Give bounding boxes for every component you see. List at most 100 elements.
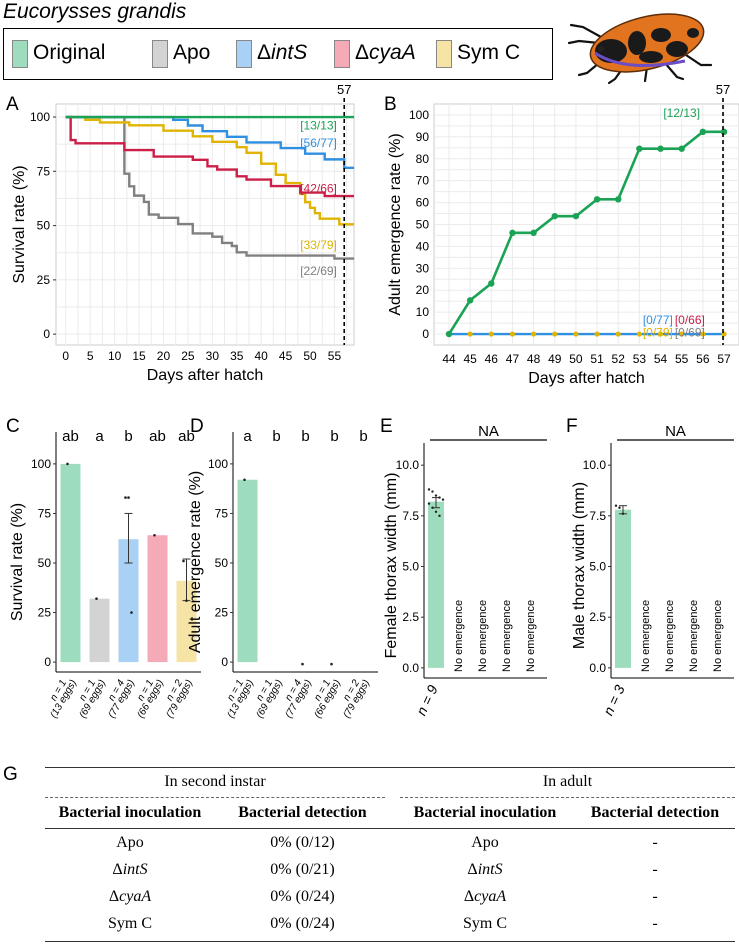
- data-point-original: [636, 145, 643, 152]
- table-header-inoculation-left: Bacterial inoculation: [58, 804, 202, 821]
- y-tick-label: 25: [38, 606, 52, 620]
- y-tick-label: 2.5: [589, 610, 606, 624]
- y-tick-label: 70: [416, 174, 430, 188]
- data-dot: [185, 599, 188, 602]
- series-label: [22/69]: [300, 264, 337, 278]
- series-label: [42/66]: [300, 182, 337, 196]
- y-tick-label: 0: [44, 655, 51, 669]
- data-dot: [614, 504, 618, 507]
- legend-label-original: Original: [33, 41, 106, 64]
- bar-cyaa: [147, 535, 168, 663]
- legend-label-cyaa: ΔcyaA: [355, 41, 416, 65]
- x-tick-label: 55: [675, 352, 689, 366]
- y-tick-label: 40: [416, 239, 430, 253]
- y-axis-label: Survival rate (%): [11, 165, 28, 283]
- x-axis-label: Days after hatch: [147, 367, 264, 384]
- y-tick-label: 0: [221, 655, 228, 669]
- data-point-original: [699, 128, 707, 136]
- table-header-detection-left: Bacterial detection: [238, 804, 367, 821]
- no-emergence-label: No emergence: [712, 600, 724, 672]
- data-dot: [127, 496, 130, 499]
- data-point-original: [657, 145, 664, 152]
- data-point-original: [615, 196, 622, 203]
- y-tick-label: 75: [37, 164, 51, 178]
- bar-apo: [89, 598, 110, 663]
- x-tick-label: 55: [328, 349, 342, 363]
- y-tick-label: 7.5: [402, 509, 419, 523]
- no-emergence-label: No emergence: [501, 600, 513, 672]
- series-line-original: [447, 130, 724, 335]
- y-tick-label: 10.0: [396, 458, 420, 472]
- strain-name: cyaA: [474, 888, 507, 905]
- series-label: [13/13]: [300, 119, 337, 133]
- panel-letter-f: F: [566, 416, 578, 437]
- y-tick-label: 0: [43, 327, 50, 341]
- y-tick-label: 50: [38, 556, 52, 570]
- data-dot: [95, 597, 98, 600]
- vline-label: 57: [337, 82, 351, 97]
- legend: Original Apo ΔintS ΔcyaA Sym C: [3, 28, 553, 80]
- y-tick-label: 60: [416, 196, 430, 210]
- y-axis-label: Male thorax width (mm): [571, 482, 588, 649]
- no-emergence-label: No emergence: [477, 600, 489, 672]
- significance-letter: b: [359, 428, 367, 445]
- bar-ints: [118, 539, 139, 663]
- table-row-inoculation: Sym C: [107, 915, 152, 932]
- x-tick-label: 40: [255, 349, 269, 363]
- x-tick-label: 30: [206, 349, 220, 363]
- legend-swatch-ints: [236, 40, 252, 68]
- data-dot: [434, 494, 438, 497]
- table-row-inoculation-adult: Sym C: [462, 915, 507, 932]
- x-tick-label: 5: [87, 349, 94, 363]
- zero-label: [0/66]: [675, 313, 705, 327]
- data-point-zero: [594, 331, 600, 337]
- x-tick-label: 46: [485, 352, 499, 366]
- data-point-zero: [721, 331, 727, 337]
- series-label: [12/13]: [663, 106, 700, 120]
- x-tick-label: 50: [303, 349, 317, 363]
- significance-letter: b: [330, 428, 338, 445]
- significance-letter: a: [243, 428, 252, 445]
- no-emergence-label: No emergence: [688, 600, 700, 672]
- data-point-original: [678, 145, 685, 152]
- data-point-zero: [679, 331, 685, 337]
- table-row-inoculation: ΔcyaA: [45, 888, 215, 906]
- na-label: NA: [665, 423, 686, 440]
- no-emergence-label: No emergence: [453, 600, 465, 672]
- table-row-detection-adult: -: [652, 888, 658, 905]
- x-tick-label: 50: [569, 352, 583, 366]
- table-row-detection: 0% (0/24): [270, 915, 335, 932]
- series-line-ints: [65, 115, 354, 170]
- table-top-rule: [45, 767, 735, 768]
- data-point-zero: [657, 331, 664, 337]
- bar-original: [60, 463, 81, 663]
- data-dot: [434, 510, 438, 513]
- y-tick-label: 20: [416, 283, 430, 297]
- data-point-original: [720, 128, 728, 136]
- data-point-original: [572, 212, 580, 220]
- x-tick-label: 20: [157, 349, 171, 363]
- table-row-detection: 0% (0/24): [270, 888, 335, 905]
- delta-prefix: Δ: [463, 888, 475, 905]
- y-tick-label: 2.5: [402, 610, 419, 624]
- x-tick-label: 56: [696, 352, 710, 366]
- data-point-original: [488, 280, 495, 287]
- zero-label: [0/69]: [675, 325, 705, 339]
- data-dot: [427, 488, 431, 491]
- significance-letter: b: [124, 428, 132, 445]
- data-dot: [301, 662, 304, 666]
- series-label: [56/77]: [300, 136, 337, 150]
- significance-letter: b: [301, 428, 309, 445]
- no-emergence-label: No emergence: [525, 600, 537, 672]
- delta-prefix: Δ: [112, 861, 123, 878]
- table-group-adult: In adult: [542, 773, 593, 790]
- table-row-detection-adult: -: [652, 834, 658, 851]
- strain-name: intS: [477, 861, 503, 878]
- x-tick-label: 53: [633, 352, 647, 366]
- y-axis-label: Adult emergence rate (%): [387, 133, 404, 315]
- significance-letter: ab: [178, 428, 195, 445]
- data-dot: [431, 490, 434, 493]
- data-dot: [153, 533, 156, 537]
- x-tick-label: 45: [463, 352, 477, 366]
